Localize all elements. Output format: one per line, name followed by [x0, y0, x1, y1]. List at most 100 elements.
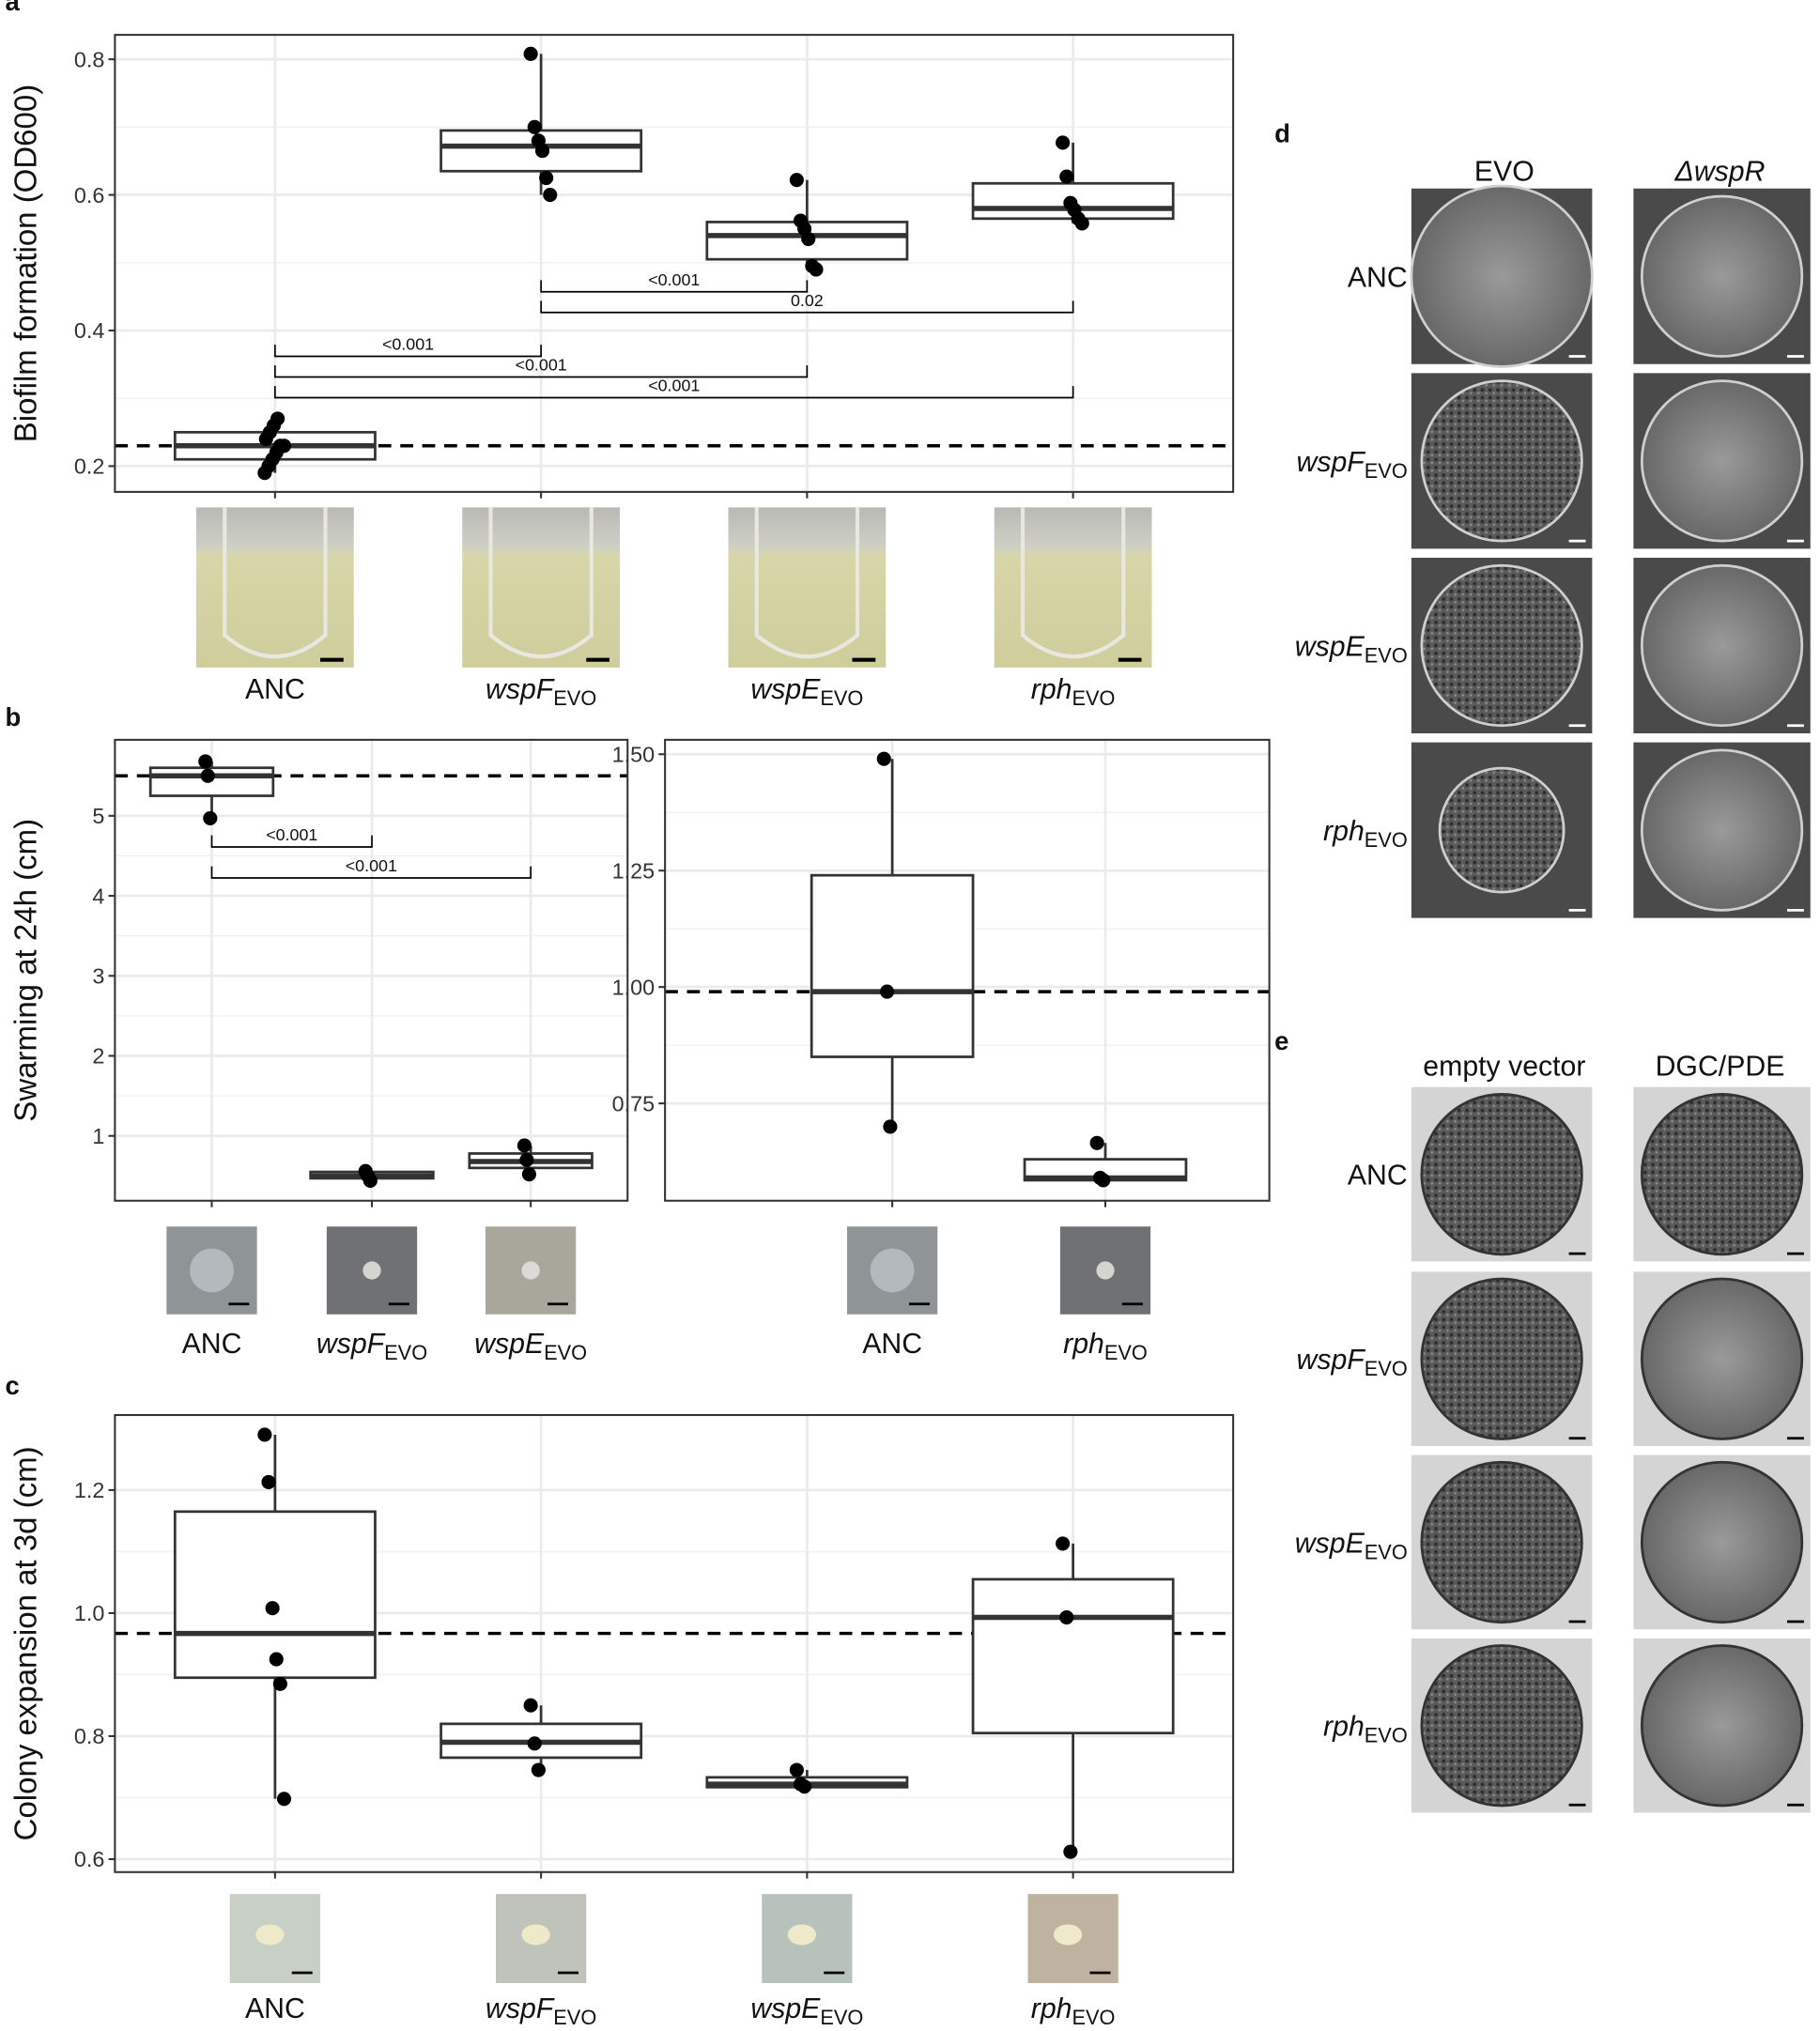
p-value: <0.001	[382, 335, 434, 354]
data-point	[876, 751, 891, 766]
data-point	[517, 1138, 532, 1153]
x-tick-label: wspFEVO	[316, 1329, 427, 1364]
data-point	[527, 1736, 542, 1751]
swarm-spot	[190, 1248, 234, 1293]
colony-spot	[255, 1924, 285, 1946]
data-point	[880, 984, 895, 999]
plot-border	[664, 738, 1271, 1202]
x-tick-label: rphEVO	[1063, 1329, 1148, 1364]
swarm-spot	[362, 1261, 381, 1280]
colony	[1640, 379, 1804, 543]
y-axis-title: Colony expansion at 3d (cm)	[8, 1446, 43, 1840]
row-label-sub: EVO	[1365, 828, 1408, 852]
colony	[1640, 563, 1804, 728]
box	[810, 873, 975, 1058]
tube-wall	[488, 507, 594, 659]
y-tick-label: 0.8	[74, 47, 104, 71]
data-point	[789, 173, 804, 188]
tube-photo	[994, 507, 1152, 668]
x-tick-label-sub: EVO	[384, 1341, 427, 1364]
x-tick-label-sub: EVO	[1072, 686, 1116, 710]
row-label-main: wspF	[1297, 447, 1366, 478]
colony	[1640, 1644, 1804, 1808]
row-label-sub: EVO	[1365, 1724, 1408, 1747]
panel-letter: c	[6, 1371, 20, 1400]
x-tick-label-main: wspF	[486, 1993, 555, 2024]
data-point	[519, 1152, 534, 1167]
panel-letter: d	[1274, 118, 1290, 147]
colony-spot	[1054, 1924, 1083, 1946]
colony	[1420, 563, 1583, 728]
data-point	[523, 46, 538, 61]
colony	[1420, 1644, 1583, 1808]
data-point	[539, 170, 554, 186]
colony	[1420, 379, 1583, 543]
data-point	[1096, 1173, 1111, 1188]
p-value: <0.001	[346, 856, 397, 875]
column-header: EVO	[1474, 157, 1535, 188]
row-label-main: rph	[1323, 1712, 1365, 1743]
data-point	[362, 1173, 378, 1189]
y-tick-label: 1.50	[612, 742, 655, 766]
data-point	[1059, 169, 1074, 184]
swarm-spot	[521, 1261, 540, 1280]
row-label: rphEVO	[1323, 816, 1408, 852]
plot-border	[114, 1413, 1235, 1873]
data-point	[276, 1792, 292, 1807]
colony	[1420, 1092, 1583, 1256]
plot-background	[115, 35, 1234, 492]
figure-content: 0.2 0.4 0.6 0.8 <0.001 0.02 <0.001 <0.001 <0.001…	[6, 0, 1811, 2029]
column-header: ΔwspR	[1674, 157, 1766, 188]
row-label-sub: EVO	[1365, 643, 1408, 667]
tube-photo	[196, 507, 354, 668]
colony	[1640, 748, 1804, 912]
row-label-sub: EVO	[1365, 459, 1408, 483]
x-tick-label: wspEEVO	[474, 1329, 587, 1364]
x-tick-label-sub: EVO	[544, 1341, 587, 1364]
box	[173, 1510, 377, 1680]
row-label-main: wspE	[1295, 632, 1365, 663]
data-point	[523, 1698, 538, 1713]
x-tick-label-main: wspF	[316, 1329, 386, 1360]
y-tick-label: 1.2	[74, 1478, 104, 1502]
y-tick-label: 1.0	[74, 1601, 104, 1625]
row-label-main: rph	[1323, 816, 1365, 847]
data-point	[797, 1779, 812, 1794]
data-point	[527, 119, 542, 134]
data-point	[801, 231, 816, 247]
x-tick-label: ANC	[245, 1993, 305, 2024]
row-label: wspFEVO	[1297, 1345, 1408, 1380]
x-tick-label: wspEEVO	[750, 1993, 863, 2029]
p-value: <0.001	[648, 270, 700, 289]
y-tick-label: 0.6	[74, 183, 104, 208]
x-tick-label-sub: EVO	[553, 686, 596, 710]
data-point	[265, 1601, 280, 1616]
x-tick-label-sub: EVO	[1072, 2006, 1116, 2029]
column-header: empty vector	[1423, 1051, 1585, 1082]
tube-wall	[754, 507, 860, 659]
row-label: wspEEVO	[1295, 632, 1408, 668]
x-tick-label-main: wspE	[474, 1329, 545, 1360]
x-tick-label-main: rph	[1063, 1329, 1104, 1360]
x-tick-label-sub: EVO	[553, 2006, 596, 2029]
x-tick-label: rphEVO	[1031, 674, 1116, 710]
significance-bracket	[540, 300, 1074, 314]
data-point	[1063, 1844, 1078, 1859]
data-point	[276, 439, 292, 454]
x-tick-label: wspFEVO	[486, 674, 596, 710]
x-tick-label: ANC	[245, 674, 305, 705]
plot-border	[114, 34, 1235, 493]
data-point	[269, 1652, 284, 1667]
data-point	[198, 754, 213, 769]
panel-letter: b	[6, 702, 22, 731]
colony	[1438, 766, 1566, 894]
data-point	[809, 262, 824, 277]
colony	[1640, 194, 1804, 358]
data-point	[543, 187, 558, 203]
x-tick-label-main: wspF	[486, 674, 555, 705]
data-point	[1056, 135, 1071, 150]
significance-bracket	[274, 345, 542, 358]
tube-photo	[728, 507, 887, 668]
y-tick-label: 0.6	[74, 1847, 104, 1871]
